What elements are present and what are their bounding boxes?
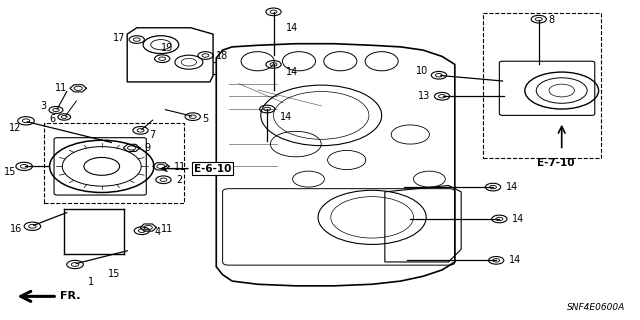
Text: 14: 14 [512,214,524,224]
Text: 8: 8 [548,15,554,25]
Text: 5: 5 [202,114,209,124]
Text: 12: 12 [8,123,21,133]
Text: 1: 1 [88,277,94,287]
Text: 10: 10 [416,67,428,76]
Text: 16: 16 [10,224,22,235]
Text: E-7-10: E-7-10 [536,158,574,168]
Text: 4: 4 [154,227,161,237]
Text: 11: 11 [54,83,67,93]
Text: 2: 2 [176,175,182,185]
Text: 11: 11 [161,224,173,234]
Text: E-6-10: E-6-10 [194,164,232,174]
Text: 18: 18 [216,51,228,61]
Text: FR.: FR. [60,291,81,301]
Text: SNF4E0600A: SNF4E0600A [567,303,625,312]
Text: 14: 14 [280,112,292,122]
Text: 19: 19 [161,43,173,53]
Text: 17: 17 [113,33,125,43]
Text: 15: 15 [108,269,120,279]
Text: 11: 11 [173,162,186,172]
Text: 3: 3 [40,101,47,111]
Text: 14: 14 [506,182,518,192]
Text: 9: 9 [145,143,150,153]
Text: 7: 7 [150,130,156,140]
Text: 14: 14 [286,68,298,77]
Text: 13: 13 [419,91,431,101]
Text: 14: 14 [286,23,298,33]
Text: 6: 6 [49,114,55,124]
Text: 14: 14 [509,255,521,265]
Text: 15: 15 [3,167,16,177]
